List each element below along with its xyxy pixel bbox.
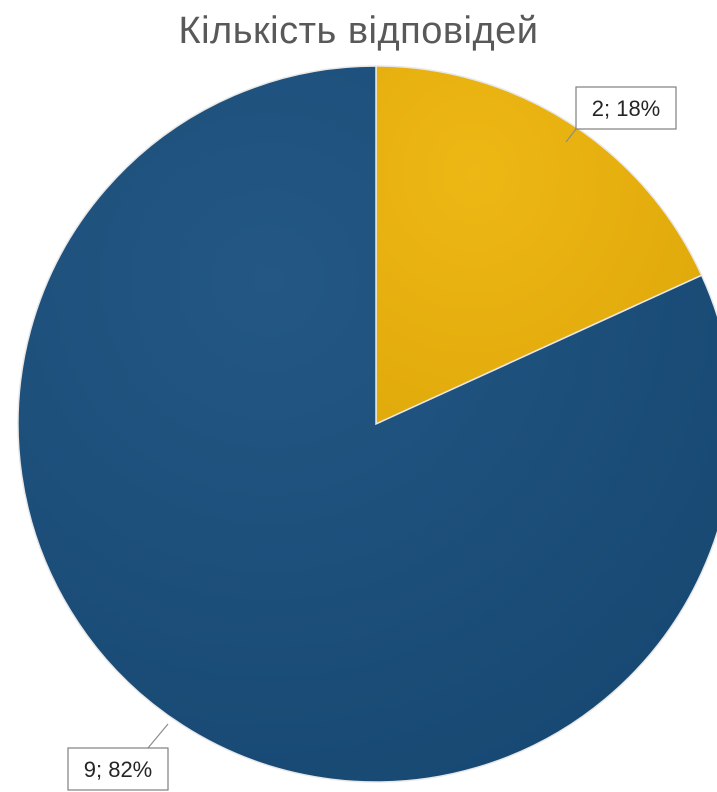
data-label-2: 9; 82% <box>67 723 169 791</box>
data-label-box <box>575 86 677 130</box>
data-label-text: 9; 82% <box>84 757 153 782</box>
chart-title: Кількість відповідей <box>178 10 539 52</box>
leader-line <box>147 723 169 749</box>
pie-slice-1 <box>375 65 703 426</box>
data-label-box <box>67 747 169 791</box>
pie-slice-2 <box>17 65 717 783</box>
leader-line <box>565 128 577 143</box>
data-label-text: 2; 18% <box>592 96 661 121</box>
data-label-1: 2; 18% <box>565 86 677 143</box>
